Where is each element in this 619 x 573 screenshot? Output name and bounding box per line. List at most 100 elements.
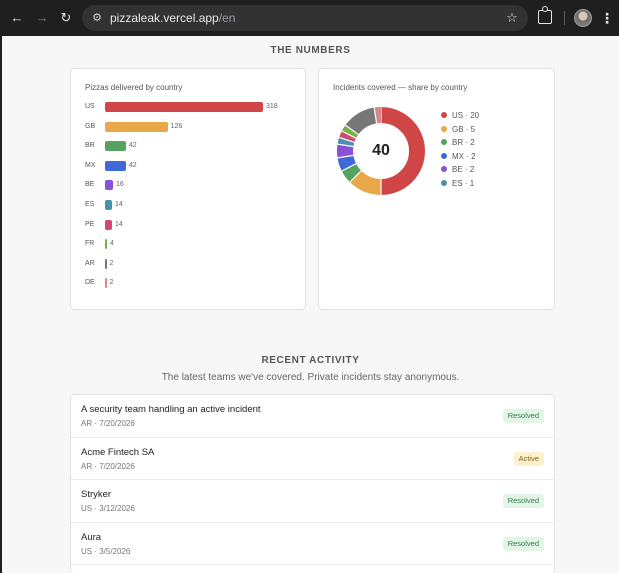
bar-mx	[105, 160, 126, 171]
legend-color-dot	[441, 112, 447, 118]
activity-meta: US · 3/5/2026	[81, 546, 131, 556]
incidents-total: 40	[372, 142, 390, 159]
donut-svg	[337, 107, 425, 195]
numbers-section-title: THE NUMBERS	[270, 45, 351, 56]
donut-slice-gb	[349, 170, 382, 195]
status-badge: Resolved	[502, 536, 544, 551]
bar-row: GB 126	[71, 121, 305, 133]
activity-row[interactable]: Stryker US · 3/12/2026 Resolved	[71, 480, 554, 523]
bar-row: ES 14	[71, 199, 305, 211]
profile-avatar[interactable]	[574, 9, 592, 27]
bar-value-label: 14	[114, 220, 123, 228]
incidents-donut-chart: 40	[337, 107, 425, 195]
extensions-icon[interactable]	[538, 6, 552, 24]
bar-row: MX 42	[71, 160, 305, 172]
toolbar-divider	[564, 11, 565, 25]
bar-category-label: GB	[85, 122, 96, 130]
url-path: /en	[218, 11, 236, 25]
donut-slice-us	[380, 107, 425, 195]
bar-row: US 318	[71, 101, 305, 113]
activity-row[interactable]: A security team handling an active incid…	[71, 395, 554, 438]
url-text[interactable]: pizzaleak.vercel.app/en	[110, 11, 235, 25]
bar-gb	[105, 121, 168, 132]
activity-team-name: Aura	[81, 531, 102, 543]
forward-icon[interactable]: →	[35, 10, 49, 25]
legend-label: BE · 2	[452, 165, 475, 174]
legend-item: ES · 1	[441, 178, 474, 190]
bar-value-label: 42	[128, 161, 137, 169]
bar-category-label: AR	[85, 259, 95, 267]
donut-slice-separator	[345, 124, 359, 136]
reload-icon[interactable]: ↻	[60, 10, 72, 25]
bar-category-label: PE	[85, 220, 95, 228]
legend-item: BR · 2	[441, 137, 475, 149]
bar-row: PE 14	[71, 219, 305, 231]
donut-slice-separator	[373, 107, 378, 124]
bar-value-label: 318	[266, 103, 278, 110]
donut-slice-ar	[345, 107, 378, 135]
activity-meta: AR · 7/20/2026	[81, 419, 135, 428]
activity-team-name: Acme Fintech SA	[81, 446, 155, 458]
activity-list: A security team handling an active incid…	[70, 394, 555, 573]
activity-row[interactable]: Aura US · 3/5/2026 Resolved	[71, 523, 554, 565]
bar-be	[105, 180, 113, 191]
bar-value-label: 2	[109, 259, 114, 267]
activity-section-title: RECENT ACTIVITY	[261, 355, 360, 366]
address-bar[interactable]: ⚙ pizzaleak.vercel.app/en ☆	[82, 5, 528, 31]
back-icon[interactable]: ←	[10, 10, 24, 25]
bar-row: BR 42	[71, 140, 305, 152]
bar-category-label: MX	[85, 161, 96, 169]
legend-label: BR · 2	[452, 138, 475, 147]
url-host: pizzaleak.vercel.app	[110, 11, 219, 25]
status-badge: Resolved	[502, 494, 544, 508]
activity-meta: US · 3/12/2026	[81, 504, 135, 513]
bar-category-label: ES	[85, 201, 95, 208]
pizzas-chart-title: Pizzas delivered by country	[85, 83, 183, 92]
incidents-chart-card: Incidents covered — share by country 40 …	[318, 68, 555, 310]
bar-value-label: 16	[115, 181, 124, 189]
bar-value-label: 2	[109, 279, 114, 287]
legend-item: MX · 2	[441, 151, 476, 163]
bar-ar	[105, 258, 107, 269]
pizzas-chart-card: Pizzas delivered by country US 318 GB 126 BR…	[70, 68, 306, 310]
more-menu-icon[interactable]: ⋮	[600, 10, 614, 26]
bar-es	[105, 200, 112, 210]
bar-row: FR 4	[71, 238, 305, 250]
donut-slice-separator	[338, 136, 355, 143]
bar-category-label: BR	[85, 142, 95, 150]
legend-color-dot	[441, 125, 447, 132]
activity-row-partial	[71, 565, 554, 573]
legend-label: GB · 5	[452, 124, 476, 134]
legend-color-dot	[441, 152, 447, 159]
bookmark-star-icon[interactable]: ☆	[506, 10, 518, 25]
bar-row: AR 2	[71, 258, 305, 270]
donut-slice-separator	[341, 163, 357, 172]
bar-pe	[105, 219, 112, 230]
bar-row: DE 2	[71, 277, 305, 289]
bar-fr	[105, 239, 107, 250]
legend-label: US · 20	[452, 111, 480, 120]
status-badge: Active	[513, 451, 544, 466]
bar-value-label: 126	[170, 122, 183, 130]
site-settings-icon[interactable]: ⚙	[92, 12, 102, 24]
bar-category-label: BE	[85, 181, 95, 189]
activity-row[interactable]: Acme Fintech SA AR · 7/20/2026 Active	[71, 438, 554, 480]
legend-item: BE · 2	[441, 164, 474, 176]
browser-toolbar: ← → ↻ ⚙ pizzaleak.vercel.app/en ☆ ⋮	[0, 0, 619, 36]
donut-slice-separator	[341, 130, 357, 139]
legend-color-dot	[441, 179, 447, 186]
bar-category-label: US	[85, 103, 95, 110]
bar-us	[105, 102, 263, 112]
activity-team-name: A security team handling an active incid…	[81, 404, 261, 415]
page-viewport: THE NUMBERS Pizzas delivered by country …	[2, 36, 619, 573]
legend-color-dot	[441, 139, 447, 145]
bar-category-label: FR	[85, 240, 95, 248]
bar-de	[105, 278, 107, 289]
bar-row: BE 16	[71, 179, 305, 191]
bar-br	[105, 141, 126, 152]
activity-section-subtitle: The latest teams we've covered. Private …	[161, 372, 460, 383]
legend-label: MX · 2	[452, 151, 476, 161]
legend-color-dot	[441, 166, 447, 172]
donut-slice-separator	[349, 170, 362, 183]
bar-value-label: 14	[114, 201, 123, 208]
